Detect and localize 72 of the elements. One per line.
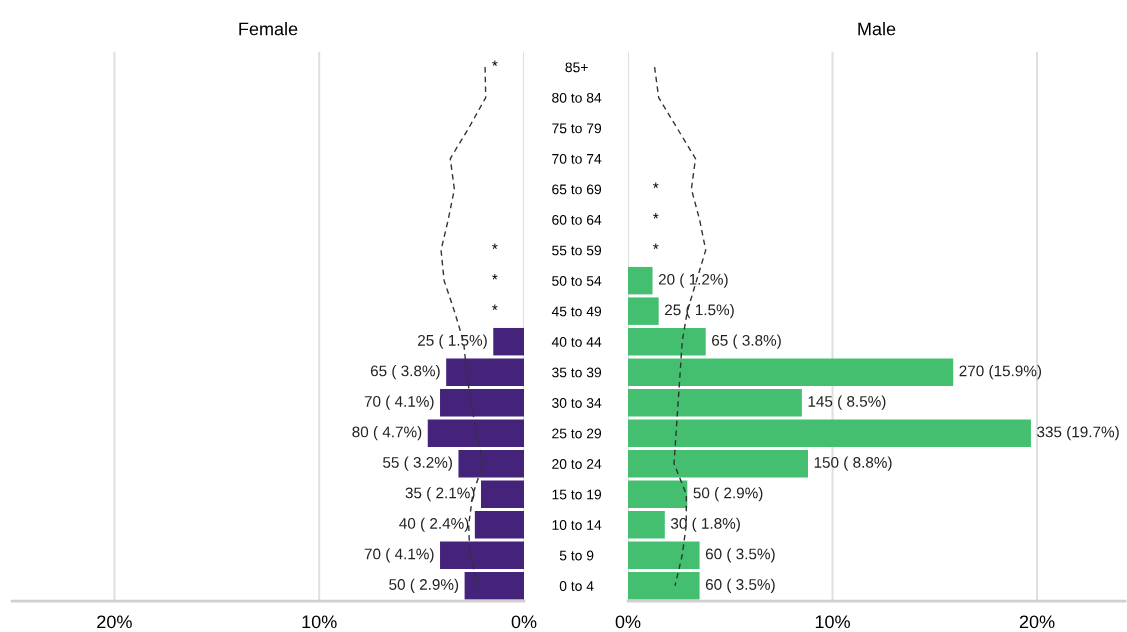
y-tick-label: 15 to 19	[552, 489, 602, 500]
bar	[628, 297, 659, 325]
data-label: 65 ( 3.8%)	[370, 365, 440, 380]
data-label: 80 ( 4.7%)	[352, 426, 422, 441]
data-label: 60 ( 3.5%)	[705, 548, 775, 563]
bar	[628, 419, 1031, 447]
bar	[446, 358, 524, 386]
data-label: 25 ( 1.5%)	[418, 334, 487, 349]
x-tick-label: 20%	[1019, 615, 1055, 629]
bar	[440, 541, 524, 569]
y-tick-label: 65 to 69	[552, 184, 602, 195]
data-label: 70 ( 4.1%)	[364, 395, 434, 410]
bar	[493, 327, 524, 356]
y-tick-label: 50 to 54	[552, 275, 602, 286]
bar	[474, 511, 524, 539]
data-label: 70 ( 4.1%)	[364, 548, 434, 563]
text: *	[492, 243, 498, 249]
x-tick-label: 0%	[511, 615, 537, 629]
chart-title: Female	[239, 22, 298, 36]
chart-title: Male	[858, 22, 896, 36]
y-tick-label: 55 to 59	[552, 245, 602, 256]
y-tick-label: 10 to 14	[552, 520, 602, 530]
bar	[628, 511, 665, 539]
y-tick-label: 20 to 24	[552, 459, 602, 469]
data-label: 50 ( 2.9%)	[693, 487, 763, 502]
x-tick-label: 10%	[815, 615, 850, 629]
y-tick-label: 0 to 4	[559, 581, 594, 591]
data-label: 145 ( 8.5%)	[808, 395, 886, 410]
y-tick-label: 35 to 39	[552, 367, 602, 378]
data-label: 20 ( 1.2%)	[658, 273, 728, 288]
text: *	[492, 304, 498, 310]
text: *	[492, 60, 498, 66]
y-tick-label: 30 to 34	[552, 398, 602, 408]
x-tick-label: 0%	[615, 615, 641, 629]
bar	[628, 450, 808, 478]
y-tick-label: 85+	[565, 62, 588, 73]
data-label: 150 ( 8.8%)	[814, 456, 892, 471]
text: *	[492, 274, 498, 280]
bar	[440, 388, 524, 417]
data-label: 35 ( 2.1%)	[405, 487, 475, 502]
data-label: 40 ( 2.4%)	[399, 517, 469, 532]
data-label: 335 (19.7%)	[1037, 426, 1119, 441]
bar	[427, 419, 524, 447]
bar	[458, 450, 524, 478]
data-label: 270 (15.9%)	[959, 365, 1042, 380]
text: *	[653, 182, 659, 188]
bar	[464, 572, 524, 600]
x-tick-label: 10%	[302, 615, 337, 629]
bar	[628, 572, 700, 600]
data-label: 60 ( 3.5%)	[705, 578, 775, 593]
data-label: 55 ( 3.2%)	[383, 456, 452, 471]
bar	[628, 358, 954, 386]
y-tick-label: 5 to 9	[559, 550, 594, 561]
bar	[628, 480, 688, 508]
data-label: 65 ( 3.8%)	[712, 334, 781, 349]
bar	[628, 541, 700, 569]
y-tick-label: 80 to 84	[552, 92, 602, 103]
text: *	[653, 213, 659, 219]
bar	[480, 480, 524, 508]
y-tick-label: 45 to 49	[551, 306, 602, 317]
bar	[628, 266, 653, 295]
data-label: 30 ( 1.8%)	[670, 517, 740, 532]
data-label: 50 ( 2.9%)	[389, 578, 459, 593]
y-tick-label: 25 to 29	[552, 428, 602, 439]
bar	[628, 327, 706, 356]
y-tick-label: 75 to 79	[552, 123, 602, 134]
y-tick-label: 40 to 44	[551, 337, 602, 347]
bar	[628, 388, 802, 417]
y-tick-label: 70 to 74	[552, 153, 602, 164]
x-tick-label: 20%	[97, 615, 132, 629]
y-tick-label: 60 to 64	[552, 214, 602, 225]
text: *	[653, 243, 659, 249]
